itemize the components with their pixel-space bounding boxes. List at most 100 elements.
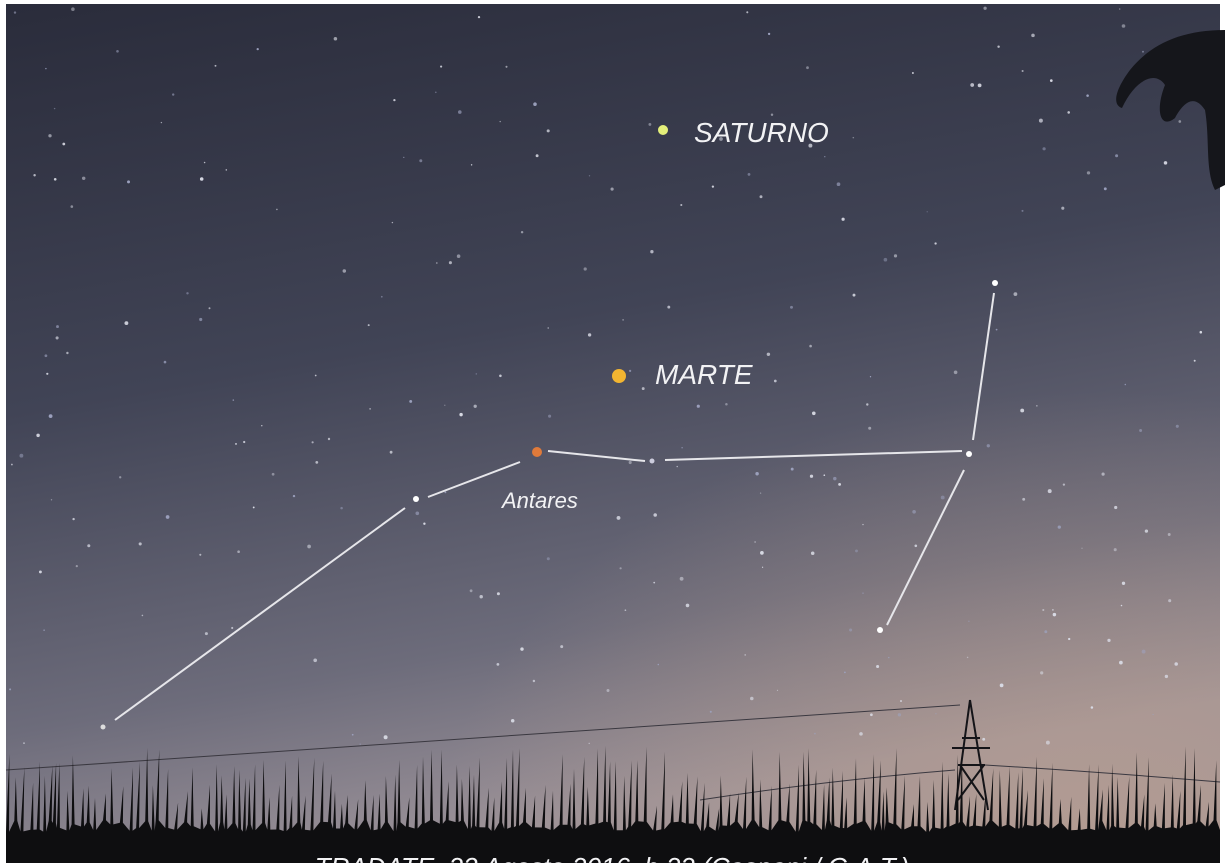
star <box>812 412 816 416</box>
star <box>667 306 670 309</box>
star <box>243 441 245 443</box>
star <box>790 306 793 309</box>
star <box>459 413 462 416</box>
star <box>1058 525 1061 528</box>
star <box>19 454 23 458</box>
star <box>39 570 42 573</box>
star <box>894 254 897 257</box>
star <box>457 254 461 258</box>
star <box>653 513 657 517</box>
star <box>186 292 188 294</box>
star <box>9 688 11 690</box>
star <box>36 434 39 437</box>
star <box>51 499 52 500</box>
star <box>1087 171 1090 174</box>
star <box>172 93 174 95</box>
star <box>536 154 539 157</box>
star <box>983 7 986 10</box>
star <box>164 361 167 364</box>
star <box>978 84 982 88</box>
star <box>1168 533 1171 536</box>
star <box>681 447 682 448</box>
star <box>967 657 969 659</box>
star <box>935 713 936 714</box>
star <box>1125 384 1127 386</box>
star <box>87 544 90 547</box>
star <box>629 461 632 464</box>
star <box>45 68 46 69</box>
star <box>548 327 549 328</box>
star <box>204 162 206 164</box>
star <box>511 719 515 723</box>
star <box>1122 24 1126 28</box>
star <box>43 629 45 631</box>
star <box>161 122 162 123</box>
star <box>23 742 25 744</box>
star <box>927 211 928 212</box>
star <box>231 627 233 629</box>
star <box>127 180 130 183</box>
star <box>1178 120 1181 123</box>
star <box>1036 405 1037 406</box>
star <box>982 738 985 741</box>
star <box>423 523 425 525</box>
star <box>1046 741 1050 745</box>
star <box>226 169 228 171</box>
star <box>409 400 412 403</box>
star <box>1164 161 1168 165</box>
star <box>142 615 144 617</box>
star <box>1031 34 1035 38</box>
star <box>119 476 121 478</box>
page: SATURNO MARTE Antares TRADATE, 23 Agosto… <box>0 0 1225 863</box>
star <box>992 280 998 286</box>
star <box>760 551 764 555</box>
star <box>368 324 370 326</box>
star <box>1122 582 1125 585</box>
star <box>237 550 240 553</box>
star <box>870 713 873 716</box>
star <box>33 174 35 176</box>
star <box>235 443 237 445</box>
star <box>261 425 262 426</box>
star <box>315 375 317 377</box>
sky-glow <box>6 4 1220 863</box>
star <box>1115 154 1118 157</box>
star <box>521 231 523 233</box>
star <box>760 195 763 198</box>
star <box>755 472 758 475</box>
star <box>712 185 714 187</box>
star <box>56 336 59 339</box>
star <box>934 242 936 244</box>
star <box>1068 638 1070 640</box>
star <box>381 296 383 298</box>
star <box>116 50 119 53</box>
star <box>650 250 653 253</box>
star <box>987 444 990 447</box>
star <box>1114 548 1117 551</box>
star <box>209 307 211 309</box>
star <box>622 319 624 321</box>
star <box>440 66 442 68</box>
star <box>139 542 142 545</box>
star <box>762 567 763 568</box>
star <box>215 65 217 67</box>
star <box>833 477 836 480</box>
star <box>253 506 255 508</box>
star <box>876 665 879 668</box>
star <box>680 204 682 206</box>
star <box>419 159 422 162</box>
star <box>725 403 728 406</box>
star <box>912 510 916 514</box>
caption: TRADATE, 23 Agosto 2016, h.22 (Caspani /… <box>315 852 909 863</box>
star <box>1200 331 1203 334</box>
star <box>1168 599 1171 602</box>
star <box>625 609 627 611</box>
star <box>810 475 813 478</box>
star <box>505 66 507 68</box>
star <box>205 632 208 635</box>
star <box>997 45 999 47</box>
star <box>611 188 614 191</box>
star <box>914 544 917 547</box>
star <box>312 441 314 443</box>
star <box>1119 661 1123 665</box>
